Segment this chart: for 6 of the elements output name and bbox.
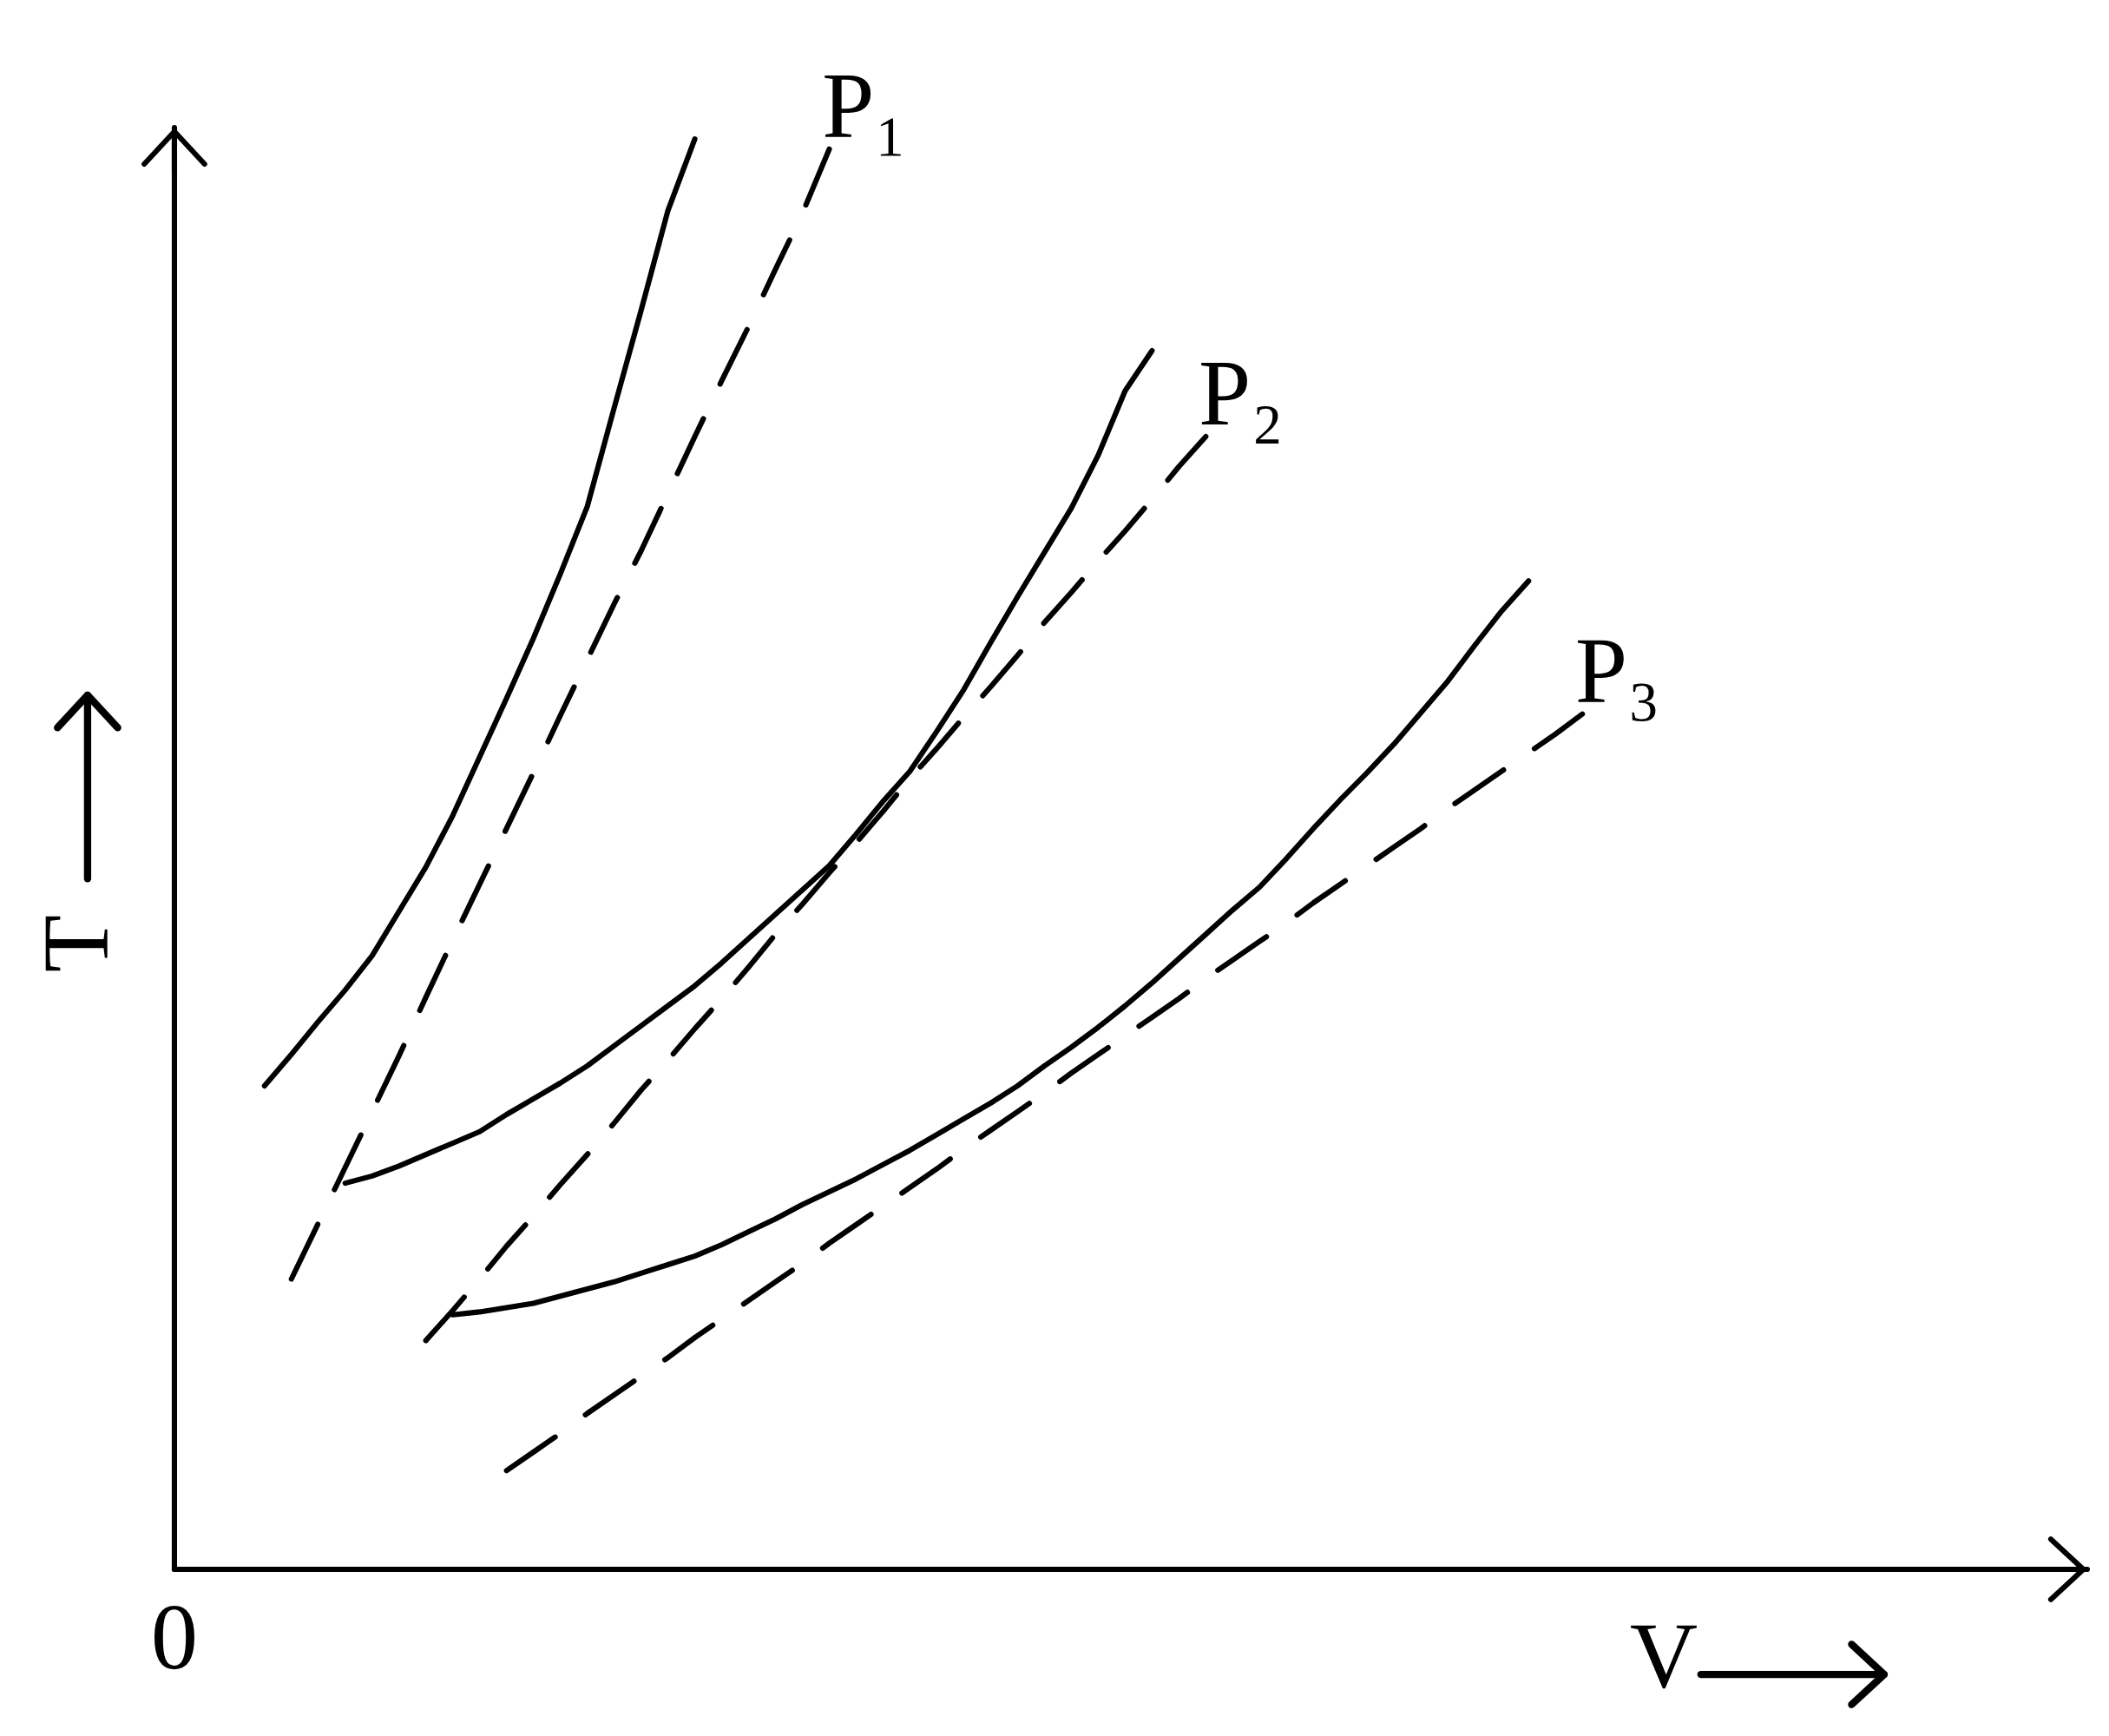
series-label: P₁ — [825, 75, 901, 156]
x-axis-title: V — [1631, 1625, 1697, 1689]
series-label: P₃ — [1577, 640, 1656, 722]
y-axis-title: T — [45, 916, 108, 971]
text: 0 — [154, 1606, 194, 1670]
series-label: P₂ — [1201, 363, 1279, 444]
